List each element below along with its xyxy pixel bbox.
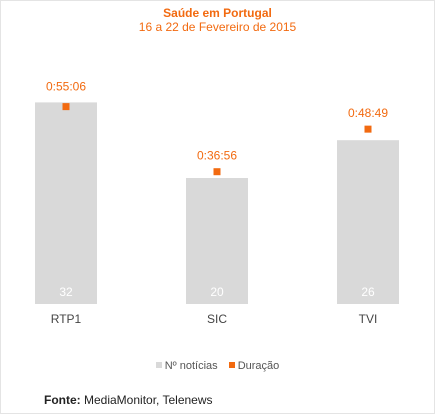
duration-label-tvi: 0:48:49 (348, 106, 388, 120)
bar-value-label-sic: 20 (210, 285, 224, 299)
legend-label-noticias: Nº notícias (164, 360, 218, 372)
legend-swatch-duracao (228, 362, 235, 369)
source-note: Fonte: MediaMonitor, Telenews (44, 393, 213, 407)
bar-value-label-tvi: 26 (361, 285, 375, 299)
bar-value-label-rtp1: 32 (59, 285, 73, 299)
duration-marker-tvi (364, 125, 372, 133)
duration-label-sic: 0:36:56 (197, 149, 237, 163)
legend-item-noticias: Nº notícias (155, 360, 218, 372)
bar-tvi (337, 140, 399, 304)
chart-title: Saúde em Portugal (163, 6, 272, 20)
chart-plot: 32 0:55:06 RTP1 20 0:36:56 SIC 26 0:48:49 TVI (35, 79, 399, 326)
source-label: Fonte: (44, 393, 81, 407)
duration-marker-rtp1 (62, 103, 70, 111)
chart-legend: Nº notícias Duração (0, 360, 435, 372)
x-tick-label-tvi: TVI (359, 312, 378, 326)
legend-label-duracao: Duração (237, 360, 280, 372)
bar-sic (186, 178, 248, 304)
x-tick-label-sic: SIC (207, 312, 227, 326)
x-tick-label-rtp1: RTP1 (51, 312, 82, 326)
source-text: MediaMonitor, Telenews (84, 393, 213, 407)
chart-subtitle: 16 a 22 de Fevereiro de 2015 (138, 20, 297, 34)
legend-item-duracao: Duração (228, 360, 280, 372)
legend-swatch-noticias (155, 362, 162, 369)
duration-marker-sic (213, 168, 221, 176)
duration-label-rtp1: 0:55:06 (46, 79, 86, 93)
bar-rtp1 (35, 102, 97, 305)
